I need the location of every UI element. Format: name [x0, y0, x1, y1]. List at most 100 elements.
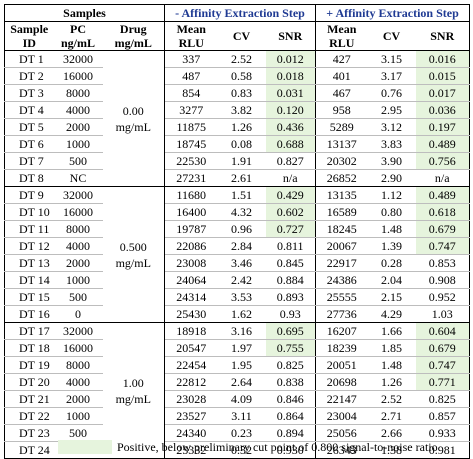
- sample-id-cell: DT 1: [4, 50, 54, 68]
- legend-text: Positive, below preliminary cut point of…: [117, 440, 438, 454]
- table-row: DT 3 8000 854 0.83 0.031 467 0.76 0.017: [4, 84, 471, 102]
- plus-cv-cell: 2.04: [367, 271, 416, 289]
- plus-cv-cell: 1.85: [367, 339, 416, 357]
- minus-mean-rlu-cell: 23527: [164, 407, 218, 425]
- pc-header-line2: ng/mL: [53, 36, 103, 51]
- pc-cell: 1000: [53, 271, 103, 289]
- minus-mean-rlu-cell: 20547: [164, 339, 218, 357]
- minus-cv-cell: 0.58: [217, 67, 266, 85]
- minus-cv-cell: 3.53: [217, 288, 266, 306]
- plus-snr-cell: 0.747: [415, 356, 471, 374]
- minus-cv-cell: 1.95: [217, 356, 266, 374]
- minus-mean-rlu-cell: 487: [164, 67, 218, 85]
- minus-cv-cell: 3.11: [217, 407, 266, 425]
- drug-value: 0.500: [119, 239, 147, 254]
- minus-mean-rlu-cell: 854: [164, 84, 218, 102]
- table-row: DT 19 8000 22454 1.95 0.825 20051 1.48 0.747: [4, 356, 471, 374]
- column-header-row-2: ID ng/mL mg/mL RLU RLU: [4, 36, 470, 51]
- minus-snr-cell: 0.930: [265, 441, 317, 459]
- minus-mean-rlu-cell: 22454: [164, 356, 218, 374]
- plus-mean-rlu-cell: 5289: [315, 118, 368, 136]
- plus-mean-rlu-cell: 18239: [315, 339, 368, 357]
- plus-mean-rlu-cell: 401: [315, 67, 368, 85]
- table-row: DT 21 2000 23028 4.09 0.846 22147 2.52 0.825: [4, 390, 471, 408]
- table-row: DT 20 4000 22812 2.64 0.838 20698 1.26 0.771: [4, 373, 471, 391]
- table-row: DT 2 16000 487 0.58 0.018 401 3.17 0.015: [4, 67, 471, 85]
- plus-mean-rlu-cell: 20051: [315, 356, 368, 374]
- table-row: DT 13 2000 23008 3.46 0.845 22917 0.28 0.853: [4, 254, 471, 272]
- pc-cell: 500: [53, 424, 103, 442]
- minus-mean-rlu-cell: 11680: [164, 186, 218, 204]
- plus-mean-rlu-cell: 16207: [315, 322, 368, 340]
- pc-cell: 16000: [53, 339, 103, 357]
- minus-mean-rlu-cell: 11875: [164, 118, 218, 136]
- table-row: DT 11 8000 19787 0.96 0.727 18245 1.48 0.679: [4, 220, 471, 238]
- minus-snr-cell: 0.602: [265, 203, 317, 221]
- sample-id-cell: DT 20: [4, 373, 54, 391]
- plus-cv-cell: 3.15: [367, 50, 416, 68]
- minus-snr-cell: 0.018: [265, 67, 317, 85]
- plus-snr-cell: 0.015: [415, 67, 471, 85]
- pc-cell: 2000: [53, 118, 103, 136]
- sample-id-cell: DT 23: [4, 424, 54, 442]
- plus-mean-rlu-cell: 958: [315, 101, 368, 119]
- drug-header-line1: Drug: [102, 21, 165, 36]
- plus-mean-rlu-cell: 26852: [315, 169, 368, 187]
- sample-id-cell: DT 13: [4, 254, 54, 272]
- minus-snr-cell: 0.031: [265, 84, 317, 102]
- plus-mean-rlu-cell: 24386: [315, 271, 368, 289]
- plus-cv-cell: 1.12: [367, 186, 416, 204]
- minus-snr-cell: 0.93: [265, 305, 317, 323]
- plus-snr-cell: 0.604: [415, 322, 471, 340]
- plus-cv-cell: 0.28: [367, 254, 416, 272]
- minus-mean-rlu-cell: 24340: [164, 424, 218, 442]
- plus-cv-header: CV: [382, 29, 401, 43]
- plus-snr-cell: 0.016: [415, 50, 471, 68]
- pc-cell: NC: [53, 169, 103, 187]
- minus-snr-cell: 0.811: [265, 237, 317, 255]
- minus-cv-cell: 0.83: [217, 84, 266, 102]
- minus-affinity-group-header: - Affinity Extraction Step: [164, 4, 317, 22]
- sample-id-cell: DT 15: [4, 288, 54, 306]
- plus-cv-cell: 2.95: [367, 101, 416, 119]
- minus-snr-cell: n/a: [265, 169, 317, 187]
- plus-affinity-group-header: + Affinity Extraction Step: [315, 4, 471, 22]
- plus-snr-cell: 0.771: [415, 373, 471, 391]
- table-row: DT 8 NC 27231 2.61 n/a 26852 2.90 n/a: [4, 169, 471, 187]
- plus-mean-rlu-cell: 22147: [315, 390, 368, 408]
- minus-mean-rlu-cell: 19787: [164, 220, 218, 238]
- drug-concentration-cell: 1.00 mg/mL: [102, 322, 165, 459]
- table-row: DT 10 16000 16400 4.32 0.602 16589 0.80 0.618: [4, 203, 471, 221]
- plus-mean-header-line2: RLU: [315, 36, 368, 51]
- pc-cell: 1000: [53, 135, 103, 153]
- sample-id-cell: DT 10: [4, 203, 54, 221]
- minus-cv-cell: 3.16: [217, 322, 266, 340]
- minus-cv-cell: 0.08: [217, 135, 266, 153]
- sample-id-cell: DT 17: [4, 322, 54, 340]
- pc-cell: 500: [53, 152, 103, 170]
- plus-cv-cell: 1.39: [367, 237, 416, 255]
- minus-cv-cell: 0.32: [217, 441, 266, 459]
- minus-mean-rlu-cell: 27231: [164, 169, 218, 187]
- plus-cv-cell: 1.38: [367, 441, 416, 459]
- minus-cv-cell: 3.82: [217, 101, 266, 119]
- sample-id-cell: DT 16: [4, 305, 54, 323]
- minus-cv-header: CV: [232, 29, 251, 43]
- table-row: DT 1 32000 0.00 mg/mL 337 2.52 0.012 427 3.15 0.0…: [4, 50, 471, 187]
- drug-unit: mg/mL: [115, 255, 151, 270]
- plus-cv-cell: 0.76: [367, 84, 416, 102]
- minus-cv-cell: 1.51: [217, 186, 266, 204]
- plus-mean-rlu-cell: 23004: [315, 407, 368, 425]
- column-header-row-1: Sample PC Drug Mean CV SNR Mean CV SNR: [4, 21, 471, 51]
- plus-cv-cell: 4.29: [367, 305, 416, 323]
- table-row: DT 6 1000 18745 0.08 0.688 13137 3.83 0.489: [4, 135, 471, 153]
- plus-mean-rlu-cell: 20698: [315, 373, 368, 391]
- plus-mean-rlu-cell: 22917: [315, 254, 368, 272]
- plus-cv-cell: 3.12: [367, 118, 416, 136]
- sample-id-header-line1: Sample: [4, 21, 54, 36]
- sample-id-header-line2: ID: [4, 36, 54, 51]
- minus-snr-cell: 0.838: [265, 373, 317, 391]
- plus-cv-cell: 2.52: [367, 390, 416, 408]
- pc-cell: 8000: [53, 84, 103, 102]
- plus-mean-rlu-cell: 427: [315, 50, 368, 68]
